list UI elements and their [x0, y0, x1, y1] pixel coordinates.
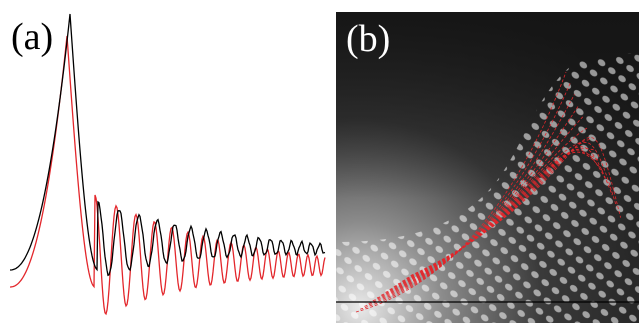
overlay-arc	[355, 71, 567, 313]
overlay-arc	[410, 137, 621, 276]
overlay-arc	[372, 116, 584, 302]
panel-b-label: (b)	[346, 18, 391, 60]
panel-a-profile-plot: (a)	[10, 13, 326, 316]
panel-b-interference-image: (b)	[336, 12, 639, 323]
red-profile-curve	[10, 35, 326, 316]
overlay-arc	[381, 138, 592, 296]
overlay-arc	[389, 151, 600, 290]
overlay-arc	[368, 105, 579, 304]
overlay-arc	[364, 94, 575, 307]
overlay-arc	[360, 83, 571, 310]
panel-a-label: (a)	[11, 16, 54, 58]
black-profile-curve	[10, 13, 326, 277]
red-overlay-curves	[355, 71, 621, 313]
overlay-arc	[385, 148, 596, 293]
overlay-arc	[376, 127, 588, 299]
